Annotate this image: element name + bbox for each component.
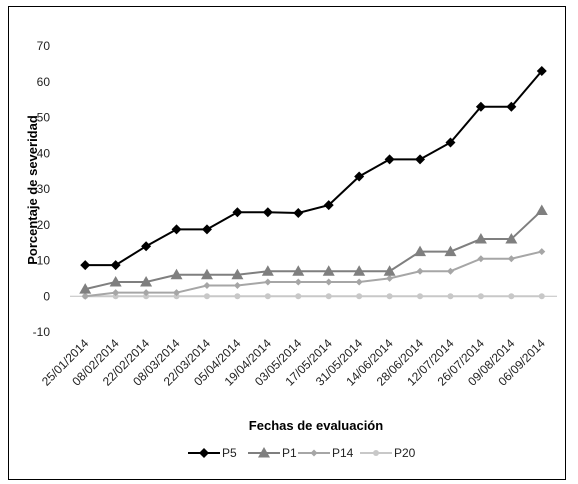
y-tick-label: 30 [37, 182, 51, 196]
data-point-p20 [447, 293, 454, 300]
data-point-p14 [477, 255, 485, 263]
data-point-p5 [475, 101, 486, 112]
data-point-p20 [477, 293, 484, 300]
y-axis-ticks: -10 0 10 20 30 40 50 60 70 [33, 39, 51, 339]
y-tick-label: 10 [37, 254, 51, 268]
series-line-p5 [85, 70, 543, 267]
data-point-p14 [294, 278, 302, 286]
data-point-p5 [354, 171, 365, 182]
data-point-p20 [417, 293, 424, 300]
data-point-p5 [110, 260, 121, 271]
legend-swatch-marker [310, 449, 318, 457]
y-tick-label: -10 [33, 325, 51, 339]
legend: P5 P1 P14 P20 [188, 446, 416, 460]
data-point-p1 [200, 268, 213, 280]
data-point-p5 [506, 101, 517, 112]
data-point-p14 [325, 278, 333, 286]
legend-swatch-marker [199, 448, 209, 458]
data-point-p1 [261, 265, 274, 276]
data-point-p1 [322, 265, 335, 276]
legend-item-p14: P14 [298, 446, 354, 460]
data-point-p1 [353, 265, 366, 276]
data-point-p20 [356, 293, 363, 300]
data-point-p5 [141, 241, 152, 252]
data-point-p1 [109, 275, 122, 287]
y-tick-label: 40 [37, 146, 51, 160]
data-point-p14 [233, 282, 241, 290]
data-point-p5 [201, 224, 212, 235]
data-point-p1 [170, 268, 183, 280]
data-point-p5 [445, 137, 456, 148]
data-point-p5 [293, 207, 304, 218]
data-point-p5 [536, 66, 547, 77]
data-point-p1 [79, 283, 92, 294]
data-point-p5 [262, 207, 273, 218]
y-tick-label: 60 [37, 75, 51, 89]
legend-label: P1 [282, 446, 297, 460]
data-point-p1 [444, 245, 457, 257]
data-point-p14 [264, 278, 272, 286]
y-axis-title: Porcentaje de severidad [25, 115, 40, 265]
data-point-p14 [81, 292, 89, 300]
legend-item-p20: P20 [360, 446, 416, 460]
y-tick-label: 0 [43, 289, 50, 303]
data-point-p1 [292, 265, 305, 276]
x-axis-ticks: 25/01/201408/02/201422/02/201408/03/2014… [39, 336, 548, 389]
data-point-p20 [325, 293, 332, 300]
y-tick-label: 20 [37, 218, 51, 232]
y-tick-label: 50 [37, 111, 51, 125]
data-point-p5 [80, 260, 91, 271]
series-p5 [80, 66, 547, 271]
data-point-p20 [112, 293, 119, 300]
data-point-p14 [203, 282, 211, 290]
legend-label: P5 [222, 446, 237, 460]
x-axis-title: Fechas de evaluación [249, 418, 383, 433]
data-point-p20 [386, 293, 393, 300]
data-point-p5 [384, 154, 395, 165]
data-point-p14 [416, 267, 424, 275]
legend-item-p1: P1 [248, 446, 297, 460]
data-point-p1 [140, 275, 153, 287]
series-line-p14 [85, 250, 543, 298]
data-point-p20 [538, 293, 545, 300]
data-point-p14 [507, 255, 515, 263]
data-point-p5 [232, 207, 243, 218]
data-point-p14 [142, 289, 150, 297]
data-point-p14 [538, 248, 546, 256]
data-point-p20 [173, 293, 180, 300]
data-point-p5 [171, 224, 182, 235]
data-point-p14 [173, 289, 181, 297]
data-point-p20 [234, 293, 241, 300]
data-point-p1 [231, 268, 244, 280]
y-tick-label: 70 [37, 39, 51, 53]
data-point-p14 [112, 289, 120, 297]
legend-swatch-marker [373, 450, 379, 456]
series-p20 [82, 293, 545, 300]
series-p1 [79, 204, 548, 294]
data-point-p14 [446, 267, 454, 275]
data-point-p14 [386, 274, 394, 282]
legend-label: P20 [394, 446, 416, 460]
data-point-p20 [143, 293, 150, 300]
data-point-p5 [323, 200, 334, 211]
data-point-p20 [508, 293, 515, 300]
series-p14 [81, 248, 546, 300]
series-group [79, 66, 548, 300]
legend-swatch-marker [258, 447, 270, 458]
data-point-p1 [474, 233, 487, 244]
series-line-p1 [84, 209, 543, 291]
data-point-p20 [295, 293, 302, 300]
data-point-p1 [535, 204, 548, 215]
data-point-p1 [414, 245, 427, 257]
legend-item-p5: P5 [188, 446, 237, 460]
data-point-p5 [415, 154, 426, 165]
data-point-p1 [505, 233, 518, 244]
data-point-p20 [264, 293, 271, 300]
data-point-p1 [383, 265, 396, 276]
data-point-p20 [203, 293, 210, 300]
data-point-p14 [355, 278, 363, 286]
legend-label: P14 [332, 446, 354, 460]
